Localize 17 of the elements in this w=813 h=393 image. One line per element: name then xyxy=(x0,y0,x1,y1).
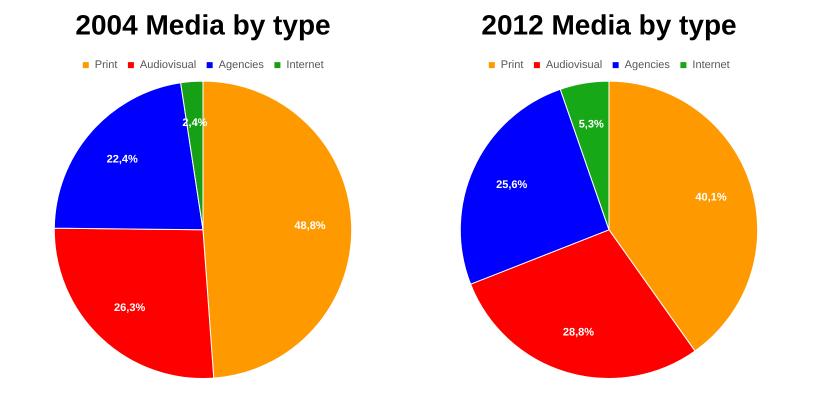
data-label: 26,3% xyxy=(114,302,146,314)
data-label: 25,6% xyxy=(496,179,528,192)
data-label: 22,4% xyxy=(106,154,138,166)
chart-title: 2012 Media by type xyxy=(481,10,737,41)
data-label: 40,1% xyxy=(695,191,727,204)
legend-label: Audiovisual xyxy=(546,59,602,72)
legend-label: Print xyxy=(94,59,118,72)
chart-title: 2004 Media by type xyxy=(75,10,331,41)
legend-label: Print xyxy=(500,59,524,72)
legend-label: Agencies xyxy=(218,59,264,72)
data-label: 5,3% xyxy=(578,118,604,130)
legend-label: Internet xyxy=(692,59,730,72)
legend-label: Internet xyxy=(286,59,324,72)
legend-label: Audiovisual xyxy=(140,59,196,72)
data-label: 48,8% xyxy=(294,220,326,232)
data-label: 28,8% xyxy=(562,326,594,338)
legend-label: Agencies xyxy=(624,59,670,72)
